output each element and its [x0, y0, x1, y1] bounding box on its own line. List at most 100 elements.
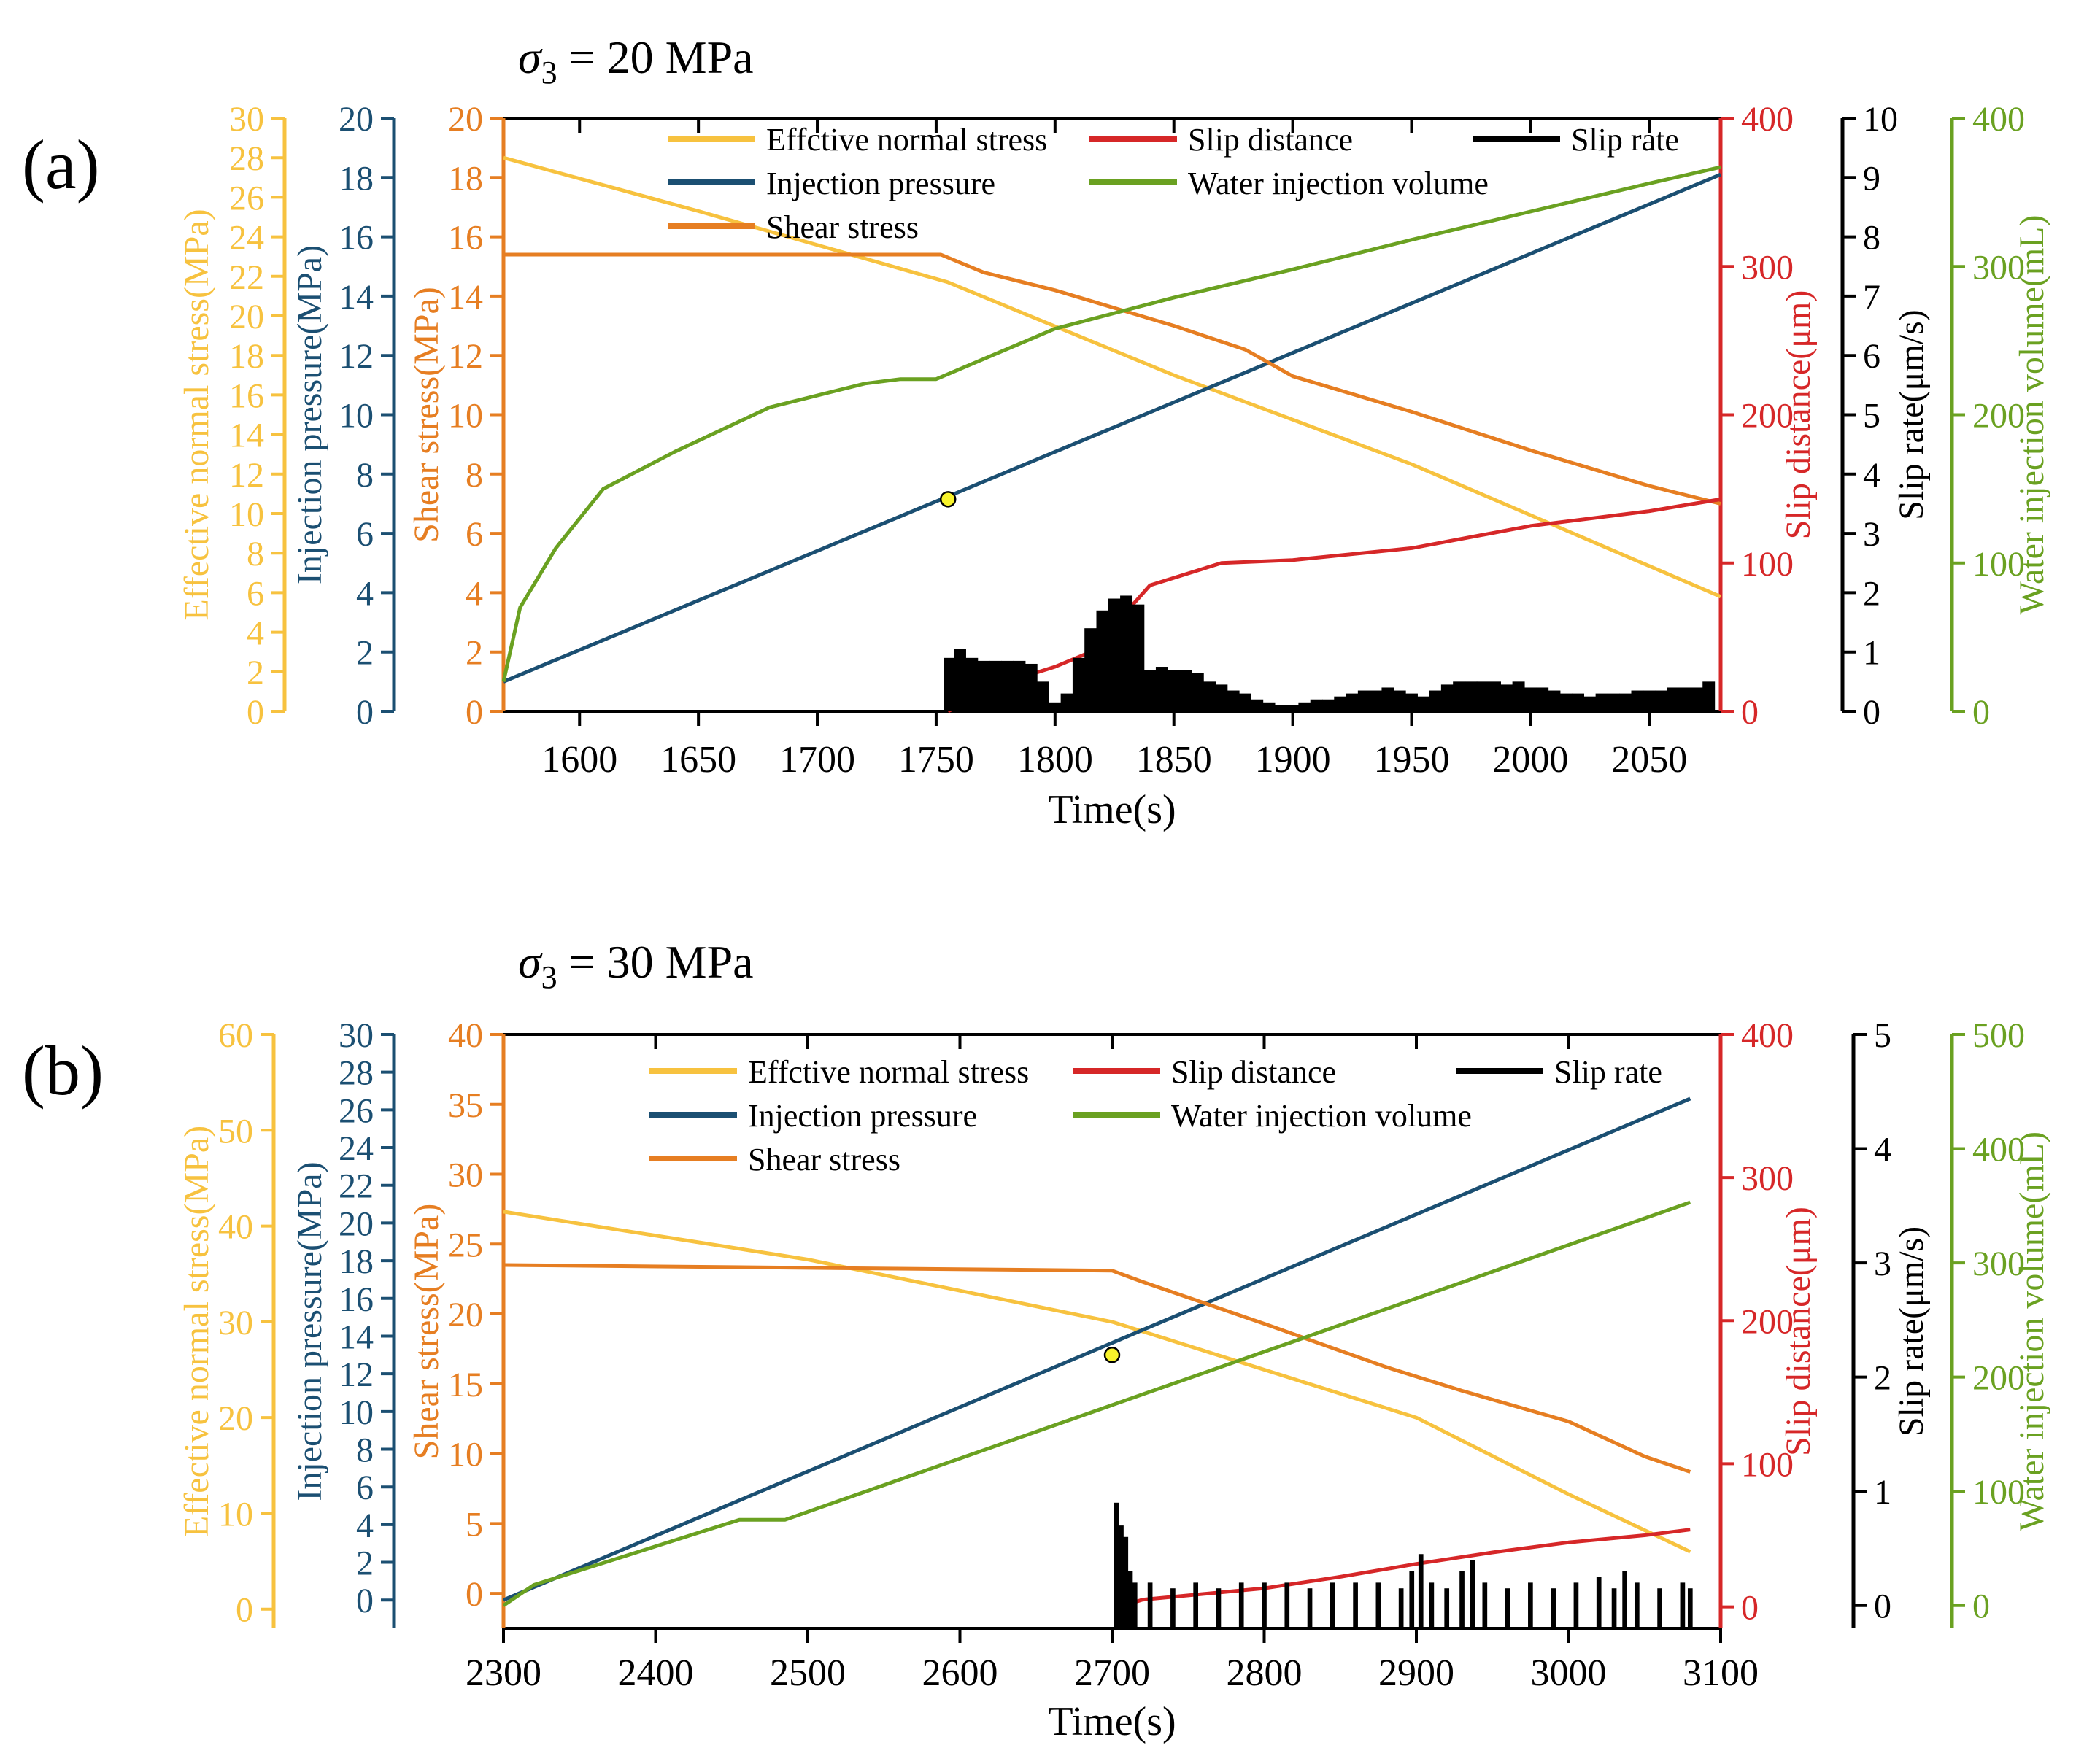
slip-rate-bar — [1123, 1536, 1129, 1628]
water-injection-volume-axis-label: Water injection volume(mL) — [2013, 215, 2051, 615]
injection-pressure-tick-label: 14 — [339, 1318, 374, 1356]
slip-rate-tick-label: 8 — [1863, 219, 1880, 258]
slip-rate-bar — [1215, 684, 1228, 711]
slip-rate-tick-label: 0 — [1874, 1587, 1891, 1626]
injection-pressure-tick-label: 12 — [339, 337, 374, 376]
slip-rate-bar — [1203, 681, 1216, 711]
injection-pressure-line — [503, 1096, 1691, 1602]
injection-pressure-tick-label: 18 — [339, 1242, 374, 1281]
shear-stress-tick-label: 4 — [466, 574, 483, 613]
slip-rate-bar — [1286, 705, 1300, 711]
effective-normal-stress-tick-label: 28 — [229, 139, 264, 178]
water-injection-volume-tick-label: 200 — [1972, 1359, 2025, 1398]
water-injection-volume-tick-label: 500 — [1972, 1016, 2025, 1055]
injection-pressure-tick-label: 28 — [339, 1054, 374, 1093]
effective-normal-stress-tick-label: 4 — [247, 614, 264, 653]
effective-normal-stress-tick-label: 0 — [247, 693, 264, 732]
slip-rate-bar — [1489, 681, 1501, 711]
slip-rate-bar — [1470, 1560, 1475, 1628]
effective-normal-stress-tick-label: 20 — [218, 1399, 253, 1438]
x-tick-label: 2000 — [1492, 739, 1568, 781]
effective-normal-stress-tick-label: 22 — [229, 258, 264, 297]
slip-distance-tick-label: 300 — [1741, 248, 1794, 287]
slip-rate-bar — [1687, 1588, 1693, 1628]
shear-stress-tick-label: 0 — [466, 1575, 483, 1614]
water-injection-volume-tick-label: 100 — [1972, 545, 2025, 584]
x-tick-label: 2600 — [922, 1652, 998, 1694]
slip-rate-bar — [1307, 1588, 1313, 1628]
x-tick-label: 1900 — [1255, 739, 1331, 781]
injection-pressure-tick-label: 30 — [339, 1016, 374, 1055]
shear-stress-tick-label: 2 — [466, 634, 483, 673]
slip-rate-bar — [1346, 693, 1359, 711]
slip-rate-bar — [1120, 595, 1133, 711]
slip-rate-tick-label: 4 — [1874, 1131, 1891, 1169]
injection-pressure-tick-label: 16 — [339, 1280, 374, 1319]
slip-distance-tick-label: 200 — [1741, 397, 1794, 436]
panel-label: (a) — [22, 125, 100, 204]
shear-stress-tick-label: 12 — [448, 337, 483, 376]
shear-stress-tick-label: 25 — [448, 1226, 483, 1264]
slip-rate-bar — [1583, 696, 1597, 711]
x-axis-label: Time(s) — [1048, 787, 1176, 832]
slip-rate-bar — [1025, 663, 1038, 711]
shear-stress-tick-label: 18 — [448, 159, 483, 198]
water-injection-volume-tick-label: 400 — [1972, 100, 2025, 139]
slip-rate-bar — [1298, 702, 1311, 711]
slip-rate-bar — [1573, 1582, 1579, 1628]
slip-rate-bar — [1459, 1571, 1465, 1628]
slip-distance-tick-label: 100 — [1741, 1445, 1794, 1484]
x-tick-label: 1950 — [1373, 739, 1449, 781]
shear-stress-line — [503, 1263, 1691, 1474]
slip-rate-bar — [1524, 687, 1537, 711]
x-tick-label: 2050 — [1611, 739, 1687, 781]
slip-rate-bar — [1321, 699, 1335, 711]
slip-rate-bar — [1284, 1582, 1290, 1628]
slip-rate-bar — [1667, 687, 1680, 711]
effective-normal-stress-tick-label: 50 — [218, 1112, 253, 1150]
slip-rate-bar — [1417, 696, 1430, 711]
slip-rate-bar — [1655, 690, 1668, 711]
slip-rate-bar — [1572, 693, 1585, 711]
slip-rate-bar — [1559, 693, 1573, 711]
slip-rate-bar — [1634, 1582, 1640, 1628]
slip-rate-tick-label: 1 — [1863, 634, 1880, 673]
injection-pressure-tick-label: 0 — [356, 1582, 374, 1620]
slip-rate-bar — [1168, 670, 1181, 711]
slip-rate-bar — [1132, 604, 1145, 711]
slip-rate-bar — [1702, 681, 1716, 711]
legend-label: Shear stress — [766, 209, 919, 245]
slip-rate-axis-label: Slip rate(μm/s) — [1892, 309, 1931, 519]
shear-stress-line — [503, 252, 1721, 506]
slip-rate-bar — [1607, 693, 1620, 711]
slip-rate-bar — [1119, 1525, 1124, 1628]
legend-label: Water injection volume — [1188, 166, 1489, 201]
title-rest: = 20 MPa — [557, 31, 754, 83]
x-tick-label: 1850 — [1136, 739, 1212, 781]
injection-pressure-tick-label: 2 — [356, 634, 374, 673]
slip-onset-marker — [1103, 1347, 1121, 1363]
slip-rate-bar — [1465, 681, 1478, 711]
slip-rate-tick-label: 3 — [1874, 1245, 1891, 1283]
slip-rate-bar — [1375, 1582, 1381, 1628]
injection-pressure-tick-label: 18 — [339, 159, 374, 198]
injection-pressure-tick-label: 4 — [356, 574, 374, 613]
slip-rate-bar — [977, 660, 990, 711]
slip-rate-bar — [1084, 628, 1097, 711]
slip-rate-tick-label: 5 — [1874, 1016, 1891, 1055]
slip-rate-bar — [1418, 1554, 1424, 1628]
shear-stress-axis-label: Shear stress(MPa) — [407, 287, 446, 543]
slip-distance-tick-label: 0 — [1741, 693, 1759, 732]
slip-rate-bar — [1429, 1582, 1435, 1628]
slip-rate-bar — [1678, 687, 1691, 711]
slip-rate-bar — [1334, 696, 1347, 711]
water-injection-volume-tick-label: 400 — [1972, 1131, 2025, 1169]
slip-rate-bar — [1548, 690, 1561, 711]
shear-stress-tick-label: 20 — [448, 100, 483, 139]
slip-rate-bar — [1262, 1582, 1267, 1628]
slip-rate-bar — [1216, 1588, 1222, 1628]
x-tick-label: 1650 — [660, 739, 736, 781]
slip-rate-bar — [1429, 690, 1442, 711]
